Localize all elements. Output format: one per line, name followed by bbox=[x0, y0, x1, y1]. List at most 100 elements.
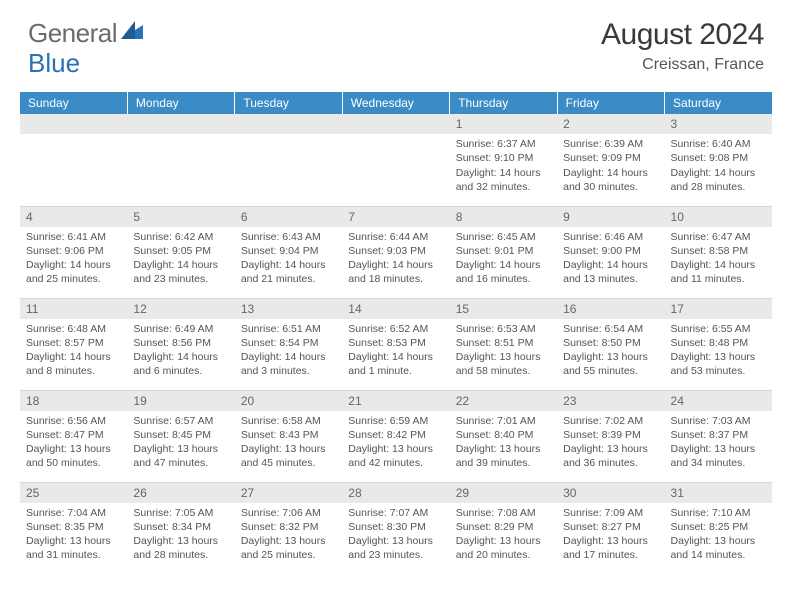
sunrise-text: Sunrise: 6:56 AM bbox=[26, 414, 121, 428]
day-number: 1 bbox=[450, 114, 557, 134]
calendar-cell: 8Sunrise: 6:45 AMSunset: 9:01 PMDaylight… bbox=[450, 206, 557, 298]
day-number: 21 bbox=[342, 391, 449, 411]
daylight-text: Daylight: 14 hours and 23 minutes. bbox=[133, 258, 228, 286]
sunset-text: Sunset: 9:01 PM bbox=[456, 244, 551, 258]
sunrise-text: Sunrise: 6:51 AM bbox=[241, 322, 336, 336]
calendar-cell bbox=[127, 114, 234, 206]
calendar-cell: 24Sunrise: 7:03 AMSunset: 8:37 PMDayligh… bbox=[665, 390, 772, 482]
daylight-text: Daylight: 14 hours and 16 minutes. bbox=[456, 258, 551, 286]
sunrise-text: Sunrise: 6:49 AM bbox=[133, 322, 228, 336]
sunset-text: Sunset: 8:34 PM bbox=[133, 520, 228, 534]
daylight-text: Daylight: 14 hours and 6 minutes. bbox=[133, 350, 228, 378]
sunset-text: Sunset: 8:27 PM bbox=[563, 520, 658, 534]
sunset-text: Sunset: 9:05 PM bbox=[133, 244, 228, 258]
calendar-cell: 12Sunrise: 6:49 AMSunset: 8:56 PMDayligh… bbox=[127, 298, 234, 390]
sunrise-text: Sunrise: 6:41 AM bbox=[26, 230, 121, 244]
sunset-text: Sunset: 8:39 PM bbox=[563, 428, 658, 442]
sunrise-text: Sunrise: 7:06 AM bbox=[241, 506, 336, 520]
weekday-header: Tuesday bbox=[235, 92, 342, 114]
calendar-cell: 6Sunrise: 6:43 AMSunset: 9:04 PMDaylight… bbox=[235, 206, 342, 298]
sunset-text: Sunset: 8:54 PM bbox=[241, 336, 336, 350]
daylight-text: Daylight: 13 hours and 47 minutes. bbox=[133, 442, 228, 470]
day-number: 2 bbox=[557, 114, 664, 134]
daylight-text: Daylight: 13 hours and 25 minutes. bbox=[241, 534, 336, 562]
day-number: 13 bbox=[235, 299, 342, 319]
daylight-text: Daylight: 13 hours and 31 minutes. bbox=[26, 534, 121, 562]
sunrise-text: Sunrise: 6:39 AM bbox=[563, 137, 658, 151]
day-number: 19 bbox=[127, 391, 234, 411]
day-number: 30 bbox=[557, 483, 664, 503]
weekday-header: Monday bbox=[127, 92, 234, 114]
weekday-header: Sunday bbox=[20, 92, 127, 114]
sunset-text: Sunset: 8:50 PM bbox=[563, 336, 658, 350]
calendar-cell: 29Sunrise: 7:08 AMSunset: 8:29 PMDayligh… bbox=[450, 482, 557, 574]
sunrise-text: Sunrise: 7:05 AM bbox=[133, 506, 228, 520]
day-number: 28 bbox=[342, 483, 449, 503]
sunset-text: Sunset: 8:30 PM bbox=[348, 520, 443, 534]
day-number: 27 bbox=[235, 483, 342, 503]
day-number: 24 bbox=[665, 391, 772, 411]
daylight-text: Daylight: 14 hours and 3 minutes. bbox=[241, 350, 336, 378]
calendar-cell: 31Sunrise: 7:10 AMSunset: 8:25 PMDayligh… bbox=[665, 482, 772, 574]
calendar-cell: 19Sunrise: 6:57 AMSunset: 8:45 PMDayligh… bbox=[127, 390, 234, 482]
daylight-text: Daylight: 14 hours and 11 minutes. bbox=[671, 258, 766, 286]
calendar-cell: 14Sunrise: 6:52 AMSunset: 8:53 PMDayligh… bbox=[342, 298, 449, 390]
sunrise-text: Sunrise: 6:40 AM bbox=[671, 137, 766, 151]
calendar-cell bbox=[342, 114, 449, 206]
day-number: 10 bbox=[665, 207, 772, 227]
day-number-empty bbox=[235, 114, 342, 134]
calendar-week-row: 1Sunrise: 6:37 AMSunset: 9:10 PMDaylight… bbox=[20, 114, 772, 206]
calendar-cell: 17Sunrise: 6:55 AMSunset: 8:48 PMDayligh… bbox=[665, 298, 772, 390]
calendar-week-row: 4Sunrise: 6:41 AMSunset: 9:06 PMDaylight… bbox=[20, 206, 772, 298]
day-number: 3 bbox=[665, 114, 772, 134]
daylight-text: Daylight: 13 hours and 28 minutes. bbox=[133, 534, 228, 562]
calendar-cell: 1Sunrise: 6:37 AMSunset: 9:10 PMDaylight… bbox=[450, 114, 557, 206]
sunset-text: Sunset: 8:47 PM bbox=[26, 428, 121, 442]
daylight-text: Daylight: 13 hours and 23 minutes. bbox=[348, 534, 443, 562]
sunrise-text: Sunrise: 6:37 AM bbox=[456, 137, 551, 151]
sunset-text: Sunset: 8:25 PM bbox=[671, 520, 766, 534]
calendar-cell: 25Sunrise: 7:04 AMSunset: 8:35 PMDayligh… bbox=[20, 482, 127, 574]
day-number: 7 bbox=[342, 207, 449, 227]
sunset-text: Sunset: 9:08 PM bbox=[671, 151, 766, 165]
daylight-text: Daylight: 13 hours and 20 minutes. bbox=[456, 534, 551, 562]
sunset-text: Sunset: 8:42 PM bbox=[348, 428, 443, 442]
sunset-text: Sunset: 8:57 PM bbox=[26, 336, 121, 350]
calendar-week-row: 11Sunrise: 6:48 AMSunset: 8:57 PMDayligh… bbox=[20, 298, 772, 390]
daylight-text: Daylight: 13 hours and 53 minutes. bbox=[671, 350, 766, 378]
weekday-header: Wednesday bbox=[342, 92, 449, 114]
sunrise-text: Sunrise: 7:09 AM bbox=[563, 506, 658, 520]
sunrise-text: Sunrise: 6:43 AM bbox=[241, 230, 336, 244]
location: Creissan, France bbox=[601, 56, 764, 74]
title-block: August 2024 Creissan, France bbox=[601, 18, 764, 74]
daylight-text: Daylight: 13 hours and 36 minutes. bbox=[563, 442, 658, 470]
daylight-text: Daylight: 14 hours and 1 minute. bbox=[348, 350, 443, 378]
calendar-cell: 13 Sunrise: 6:51 AMSunset: 8:54 PMDayligh… bbox=[235, 298, 342, 390]
month-title: August 2024 bbox=[601, 18, 764, 52]
sunrise-text: Sunrise: 6:46 AM bbox=[563, 230, 658, 244]
sunrise-text: Sunrise: 6:45 AM bbox=[456, 230, 551, 244]
daylight-text: Daylight: 13 hours and 58 minutes. bbox=[456, 350, 551, 378]
sunrise-text: Sunrise: 7:01 AM bbox=[456, 414, 551, 428]
day-number: 12 bbox=[127, 299, 234, 319]
sunrise-text: Sunrise: 6:59 AM bbox=[348, 414, 443, 428]
day-number-empty bbox=[342, 114, 449, 134]
daylight-text: Daylight: 13 hours and 39 minutes. bbox=[456, 442, 551, 470]
sunrise-text: Sunrise: 7:10 AM bbox=[671, 506, 766, 520]
calendar-cell: 18Sunrise: 6:56 AMSunset: 8:47 PMDayligh… bbox=[20, 390, 127, 482]
daylight-text: Daylight: 14 hours and 18 minutes. bbox=[348, 258, 443, 286]
day-number: 14 bbox=[342, 299, 449, 319]
daylight-text: Daylight: 14 hours and 13 minutes. bbox=[563, 258, 658, 286]
weekday-header-row: Sunday Monday Tuesday Wednesday Thursday… bbox=[20, 92, 772, 114]
daylight-text: Daylight: 14 hours and 8 minutes. bbox=[26, 350, 121, 378]
calendar-table: Sunday Monday Tuesday Wednesday Thursday… bbox=[20, 92, 772, 574]
day-number: 11 bbox=[20, 299, 127, 319]
calendar-cell: 30 Sunrise: 7:09 AMSunset: 8:27 PMDayligh… bbox=[557, 482, 664, 574]
header: General August 2024 Creissan, France bbox=[0, 0, 792, 80]
daylight-text: Daylight: 14 hours and 32 minutes. bbox=[456, 166, 551, 194]
sunrise-text: Sunrise: 7:03 AM bbox=[671, 414, 766, 428]
sunset-text: Sunset: 8:40 PM bbox=[456, 428, 551, 442]
day-number: 4 bbox=[20, 207, 127, 227]
daylight-text: Daylight: 13 hours and 17 minutes. bbox=[563, 534, 658, 562]
calendar-cell: 21Sunrise: 6:59 AMSunset: 8:42 PMDayligh… bbox=[342, 390, 449, 482]
